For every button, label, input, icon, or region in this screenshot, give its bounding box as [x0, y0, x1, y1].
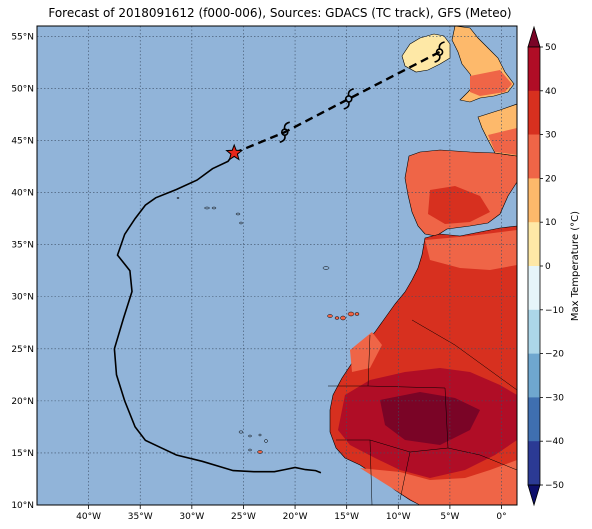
colorbar-tick-label: 20	[545, 174, 557, 184]
lat-tick-label: 50°N	[11, 84, 34, 94]
country-borders	[328, 319, 517, 505]
lat-tick-label: 25°N	[11, 345, 34, 355]
lat-tick-label: 40°N	[11, 189, 34, 199]
colorbar: 50 40 30 20 10 0 −10 −20 −30 −40 −50	[527, 25, 564, 507]
tropical-storm-icon	[279, 121, 290, 143]
colorbar-tick-label: −10	[545, 306, 564, 316]
colorbar-label: Max Temperature (°C)	[570, 211, 581, 321]
colorbar-segment	[528, 266, 540, 311]
lat-tick-label: 20°N	[11, 397, 34, 407]
lon-tick-label: 25°W	[231, 512, 256, 522]
colorbar-tick-label: 50	[545, 43, 557, 53]
land-africa-hottest	[380, 392, 480, 445]
colorbar-segment	[528, 222, 540, 267]
colorbar-extend-max	[527, 25, 541, 48]
lat-tick-label: 30°N	[11, 293, 34, 303]
colorbar-tick-label: 40	[545, 87, 557, 97]
colorbar-segment	[528, 441, 540, 486]
colorbar-tick-label: 0	[545, 262, 551, 272]
land-africa-south	[360, 460, 517, 505]
lon-tick-label: 35°W	[128, 512, 153, 522]
land-iberia-warm	[428, 186, 490, 224]
storm-track-forecast	[233, 50, 441, 155]
land-africa-moderate	[425, 230, 517, 270]
colorbar-segment	[528, 47, 540, 92]
graticule	[37, 26, 517, 505]
colorbar-tick-label: 30	[545, 131, 557, 141]
lat-tick-label: 35°N	[11, 241, 34, 251]
lon-tick-label: 15°W	[334, 512, 359, 522]
colorbar-tick-label: −40	[545, 437, 564, 447]
map-frame	[36, 25, 518, 506]
colorbar-segment	[528, 178, 540, 223]
lon-tick-label: 10°W	[386, 512, 411, 522]
colorbar-segment	[528, 353, 540, 398]
current-position-star	[225, 143, 244, 161]
azores-islands	[176, 196, 243, 225]
colorbar-extend-min	[527, 484, 541, 507]
tropical-storm-icon	[434, 41, 445, 63]
colorbar-tick-label: 10	[545, 218, 557, 228]
land-france-warm	[488, 128, 517, 155]
colorbar-segment	[528, 134, 540, 179]
land-ireland	[401, 33, 451, 73]
lat-tick-label: 45°N	[11, 137, 34, 147]
lon-tick-label: 40°W	[76, 512, 101, 522]
lat-tick-label: 10°N	[11, 501, 34, 511]
madeira-islands	[322, 266, 330, 270]
colorbar-tick-label: −50	[545, 481, 564, 491]
lon-tick-label: 0°	[496, 512, 506, 522]
colorbar-tick-label: −20	[545, 350, 564, 360]
canary-islands	[327, 311, 360, 321]
land-africa-coast-cool	[350, 332, 382, 372]
colorbar-segment	[528, 309, 540, 354]
lat-tick-label: 15°N	[11, 449, 34, 459]
colorbar-segment	[528, 90, 540, 135]
lon-tick-label: 30°W	[179, 512, 204, 522]
map-title: Forecast of 2018091612 (f000-006), Sourc…	[48, 6, 512, 20]
lat-tick-label: 55°N	[11, 32, 34, 42]
colorbar-tick-label: −30	[545, 393, 564, 403]
colorbar-segment	[528, 397, 540, 442]
lon-tick-label: 20°W	[283, 512, 308, 522]
lon-tick-label: 5°W	[440, 512, 459, 522]
storm-track-past	[113, 152, 322, 474]
tropical-storm-icon	[343, 88, 354, 110]
